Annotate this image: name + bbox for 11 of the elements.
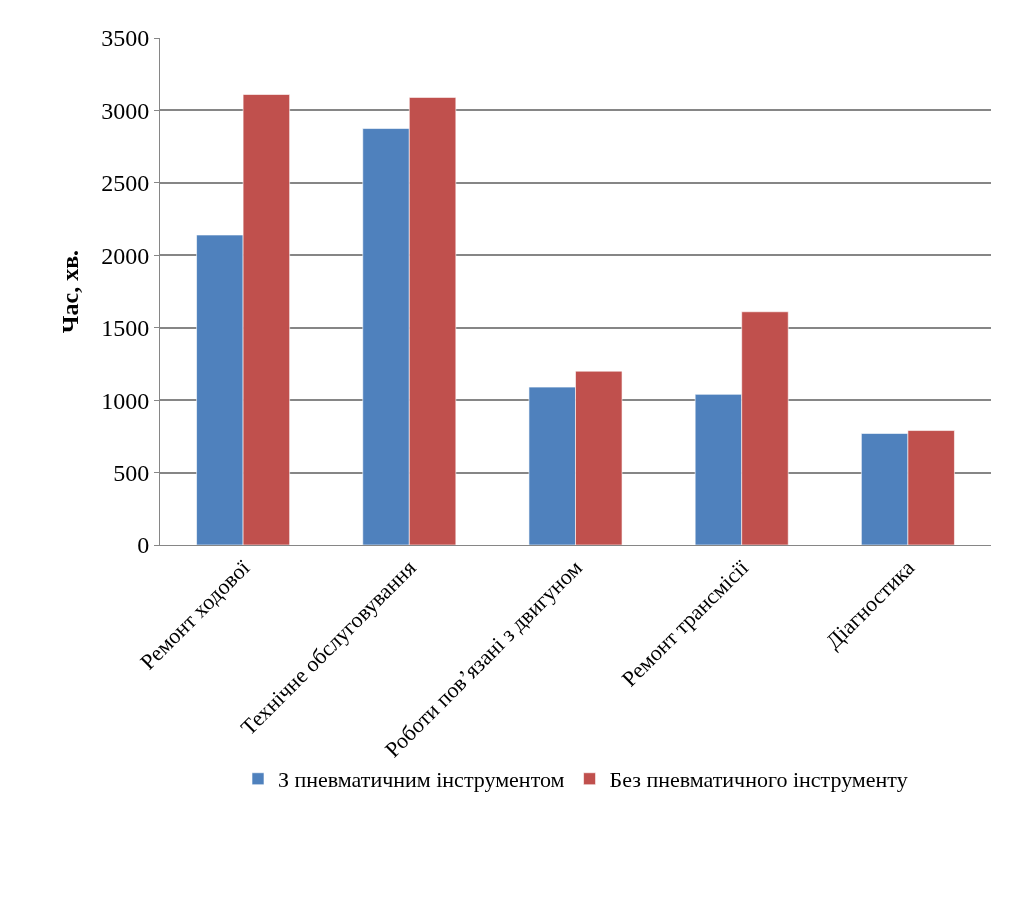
y-tick-label: 2000 — [101, 242, 150, 269]
legend-label: Без пневматичного інструменту — [609, 767, 908, 793]
y-axis-title: Час, хв. — [57, 249, 84, 334]
y-tick-label: 500 — [113, 459, 150, 486]
y-tick-label: 1500 — [101, 315, 150, 342]
legend-label: З пневматичним інструментом — [278, 767, 565, 793]
y-tick-label: 3000 — [101, 97, 150, 124]
y-tick-label: 2500 — [101, 170, 150, 197]
y-tick-label: 3500 — [101, 25, 150, 52]
y-tick-label: 1000 — [101, 387, 150, 414]
y-tick-label: 0 — [137, 532, 150, 559]
